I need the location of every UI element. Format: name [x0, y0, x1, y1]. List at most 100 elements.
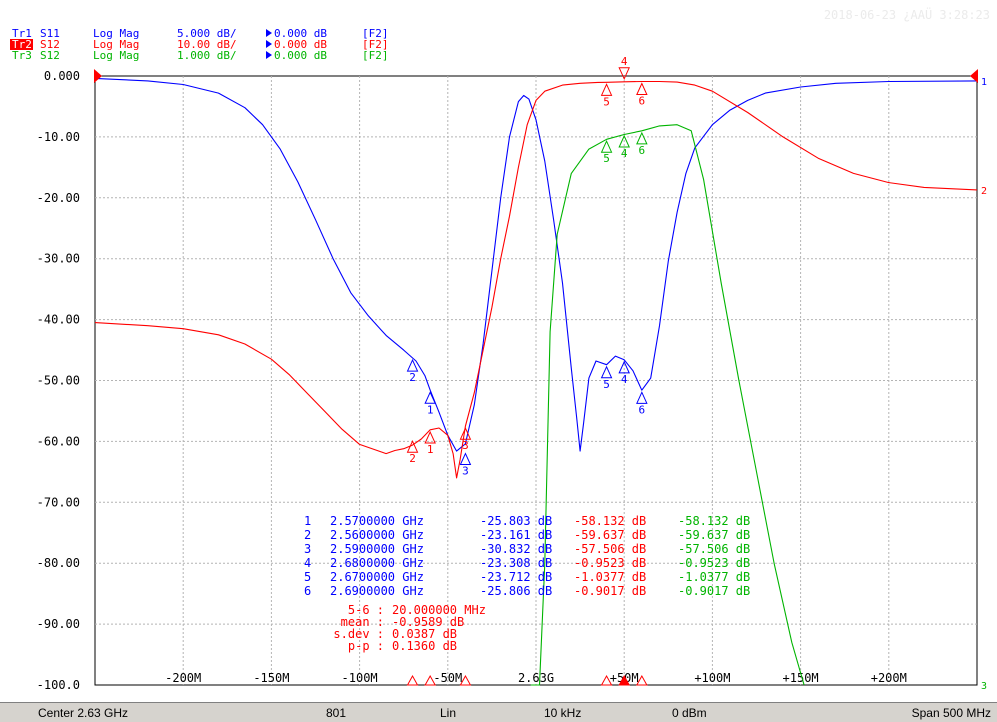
timestamp: 2018-06-23 ¿ΑΑÜ 3:28:23 — [824, 6, 990, 22]
marker-cell-tr3: -0.9523 dB — [678, 556, 750, 570]
marker-label: 6 — [639, 403, 646, 416]
marker-label: 4 — [621, 373, 628, 386]
marker-cell-tr2: -58.132 dB — [574, 514, 646, 528]
marker-cell-n: 3 — [304, 542, 311, 556]
stat-value: 20.000000 MHz — [392, 603, 486, 617]
marker-5-icon — [600, 83, 613, 96]
trace-scale: 5.000 dB/ — [177, 27, 237, 40]
marker-table-row: 4 2.6800000 GHz -23.308 dB -0.9523 dB -0.952… — [304, 556, 750, 570]
if-bandwidth[interactable]: 10 kHz — [544, 706, 582, 720]
trace-scale: 10.00 dB/ — [177, 38, 237, 51]
marker-4-icon — [618, 67, 630, 81]
x-tick-label: -200M — [165, 671, 201, 685]
marker-cell-n: 5 — [304, 570, 311, 584]
x-tick-label: +150M — [783, 671, 819, 685]
trace-legend-tr1[interactable]: Tr1 S11 Log Mag 5.000 dB/0.000 dB [F2] — [12, 27, 389, 40]
marker-label: 5 — [603, 378, 610, 391]
marker-cell-n: 1 — [304, 514, 311, 528]
marker-cell-tr1: -23.712 dB — [480, 570, 552, 584]
marker-table-row: 2 2.5600000 GHz -23.161 dB -59.637 dB -59.63… — [304, 528, 750, 542]
marker-6-icon — [636, 131, 648, 145]
stimulus-marker-icon — [406, 674, 419, 686]
marker-label: 2 — [409, 371, 416, 384]
marker-cell-tr2: -1.0377 dB — [574, 570, 646, 584]
marker-table: 1 2.5700000 GHz -25.803 dB -58.132 dB -58.13… — [304, 514, 750, 598]
stat-value: -0.9589 dB — [392, 615, 464, 629]
ref-arrow-icon — [266, 51, 272, 59]
y-tick-label: -80.00 — [37, 556, 80, 570]
trace-channel: [F2] — [362, 38, 389, 51]
trace-legend-tr2[interactable]: Tr2 S12 Log Mag 10.00 dB/0.000 dB [F2] — [10, 38, 389, 51]
trace-format: Log Mag — [93, 38, 139, 51]
trace-line-tr2 — [94, 80, 978, 479]
frequency-span[interactable]: Span 500 MHz — [911, 706, 991, 720]
trace-end-label: 2 — [981, 186, 987, 197]
trace-reference: 0.000 dB — [274, 27, 327, 40]
marker-3-icon — [459, 427, 472, 440]
marker-2-icon — [406, 358, 419, 372]
trace-channel: [F2] — [362, 27, 389, 40]
x-tick-label: 2.63G — [518, 671, 554, 685]
sweep-type[interactable]: Lin — [440, 706, 457, 720]
marker-cell-tr3: -57.506 dB — [678, 542, 750, 556]
marker-cell-tr1: -23.308 dB — [480, 556, 552, 570]
marker-label: 1 — [427, 443, 434, 456]
trace-id: Tr2 — [12, 38, 32, 51]
y-tick-label: -20.00 — [37, 191, 80, 205]
marker-cell-tr3: -59.637 dB — [678, 528, 750, 542]
marker-cell-tr2: -0.9523 dB — [574, 556, 646, 570]
marker-cell-freq: 2.5600000 GHz — [330, 528, 424, 542]
stimulus-marker-icon — [600, 674, 613, 686]
center-frequency[interactable]: Center 2.63 GHz — [38, 706, 129, 720]
marker-label: 5 — [603, 152, 610, 165]
trace-format: Log Mag — [93, 49, 139, 62]
active-trace-highlight — [10, 39, 33, 50]
marker-cell-freq: 2.6800000 GHz — [330, 556, 424, 570]
stimulus-marker-icon — [459, 674, 472, 686]
marker-cell-tr3: -1.0377 dB — [678, 570, 750, 584]
y-axis-labels: 0.000 -10.00 -20.00 -30.00 -40.00 -50.00 -60.0… — [37, 69, 80, 692]
trace-parameter: S11 — [40, 27, 60, 40]
active-stimulus-marker-icon — [619, 676, 630, 685]
trace-reference: 0.000 dB — [274, 38, 327, 51]
marker-label: 1 — [427, 403, 434, 416]
plot-area[interactable]: -200M-150M-100M-50M2.63G+50M+100M+150M+2… — [94, 55, 987, 692]
reference-position-right-icon — [970, 69, 978, 83]
trace-legend-tr3[interactable]: Tr3 S12 Log Mag 1.000 dB/0.000 dB [F2] — [12, 49, 389, 62]
marker-cell-freq: 2.6700000 GHz — [330, 570, 424, 584]
marker-6-icon — [636, 82, 648, 95]
marker-cell-tr1: -23.161 dB — [480, 528, 552, 542]
marker-table-row: 3 2.5900000 GHz -30.832 dB -57.506 dB -57.50… — [304, 542, 750, 556]
stat-label: 5-6 : — [348, 603, 384, 617]
marker-cell-tr1: -30.832 dB — [480, 542, 552, 556]
y-tick-label: -70.00 — [37, 495, 80, 509]
marker-5-icon — [600, 365, 613, 379]
marker-3-icon — [459, 452, 472, 466]
marker-statistics: 5-6 : 20.000000 MHz mean : -0.9589 dB s.dev … — [333, 603, 486, 653]
y-tick-label: -100.0 — [37, 678, 80, 692]
marker-cell-tr2: -0.9017 dB — [574, 584, 646, 598]
trace-parameter: S12 — [40, 49, 60, 62]
trace-channel: [F2] — [362, 49, 389, 62]
marker-cell-n: 4 — [304, 556, 311, 570]
x-tick-label: +100M — [694, 671, 730, 685]
marker-label: 3 — [462, 465, 469, 478]
marker-label: 5 — [603, 95, 610, 108]
source-power[interactable]: 0 dBm — [672, 706, 707, 720]
sweep-points[interactable]: 801 — [326, 706, 347, 720]
trace-format: Log Mag — [93, 27, 139, 40]
trace-id: Tr1 — [12, 27, 32, 40]
trace-reference: 0.000 dB — [274, 49, 327, 62]
marker-4-icon — [618, 134, 630, 148]
marker-cell-tr3: -58.132 dB — [678, 514, 750, 528]
marker-table-row: 5 2.6700000 GHz -23.712 dB -1.0377 dB -1.037… — [304, 570, 750, 584]
marker-cell-n: 6 — [304, 584, 311, 598]
marker-1-icon — [424, 391, 436, 404]
marker-cell-tr2: -59.637 dB — [574, 528, 646, 542]
marker-table-row: 1 2.5700000 GHz -25.803 dB -58.132 dB -58.13… — [304, 514, 750, 528]
stimulus-markers — [406, 674, 648, 686]
y-tick-label: -10.00 — [37, 130, 80, 144]
reference-markers: 1 2 3 — [94, 69, 987, 692]
marker-1-icon — [424, 430, 436, 444]
